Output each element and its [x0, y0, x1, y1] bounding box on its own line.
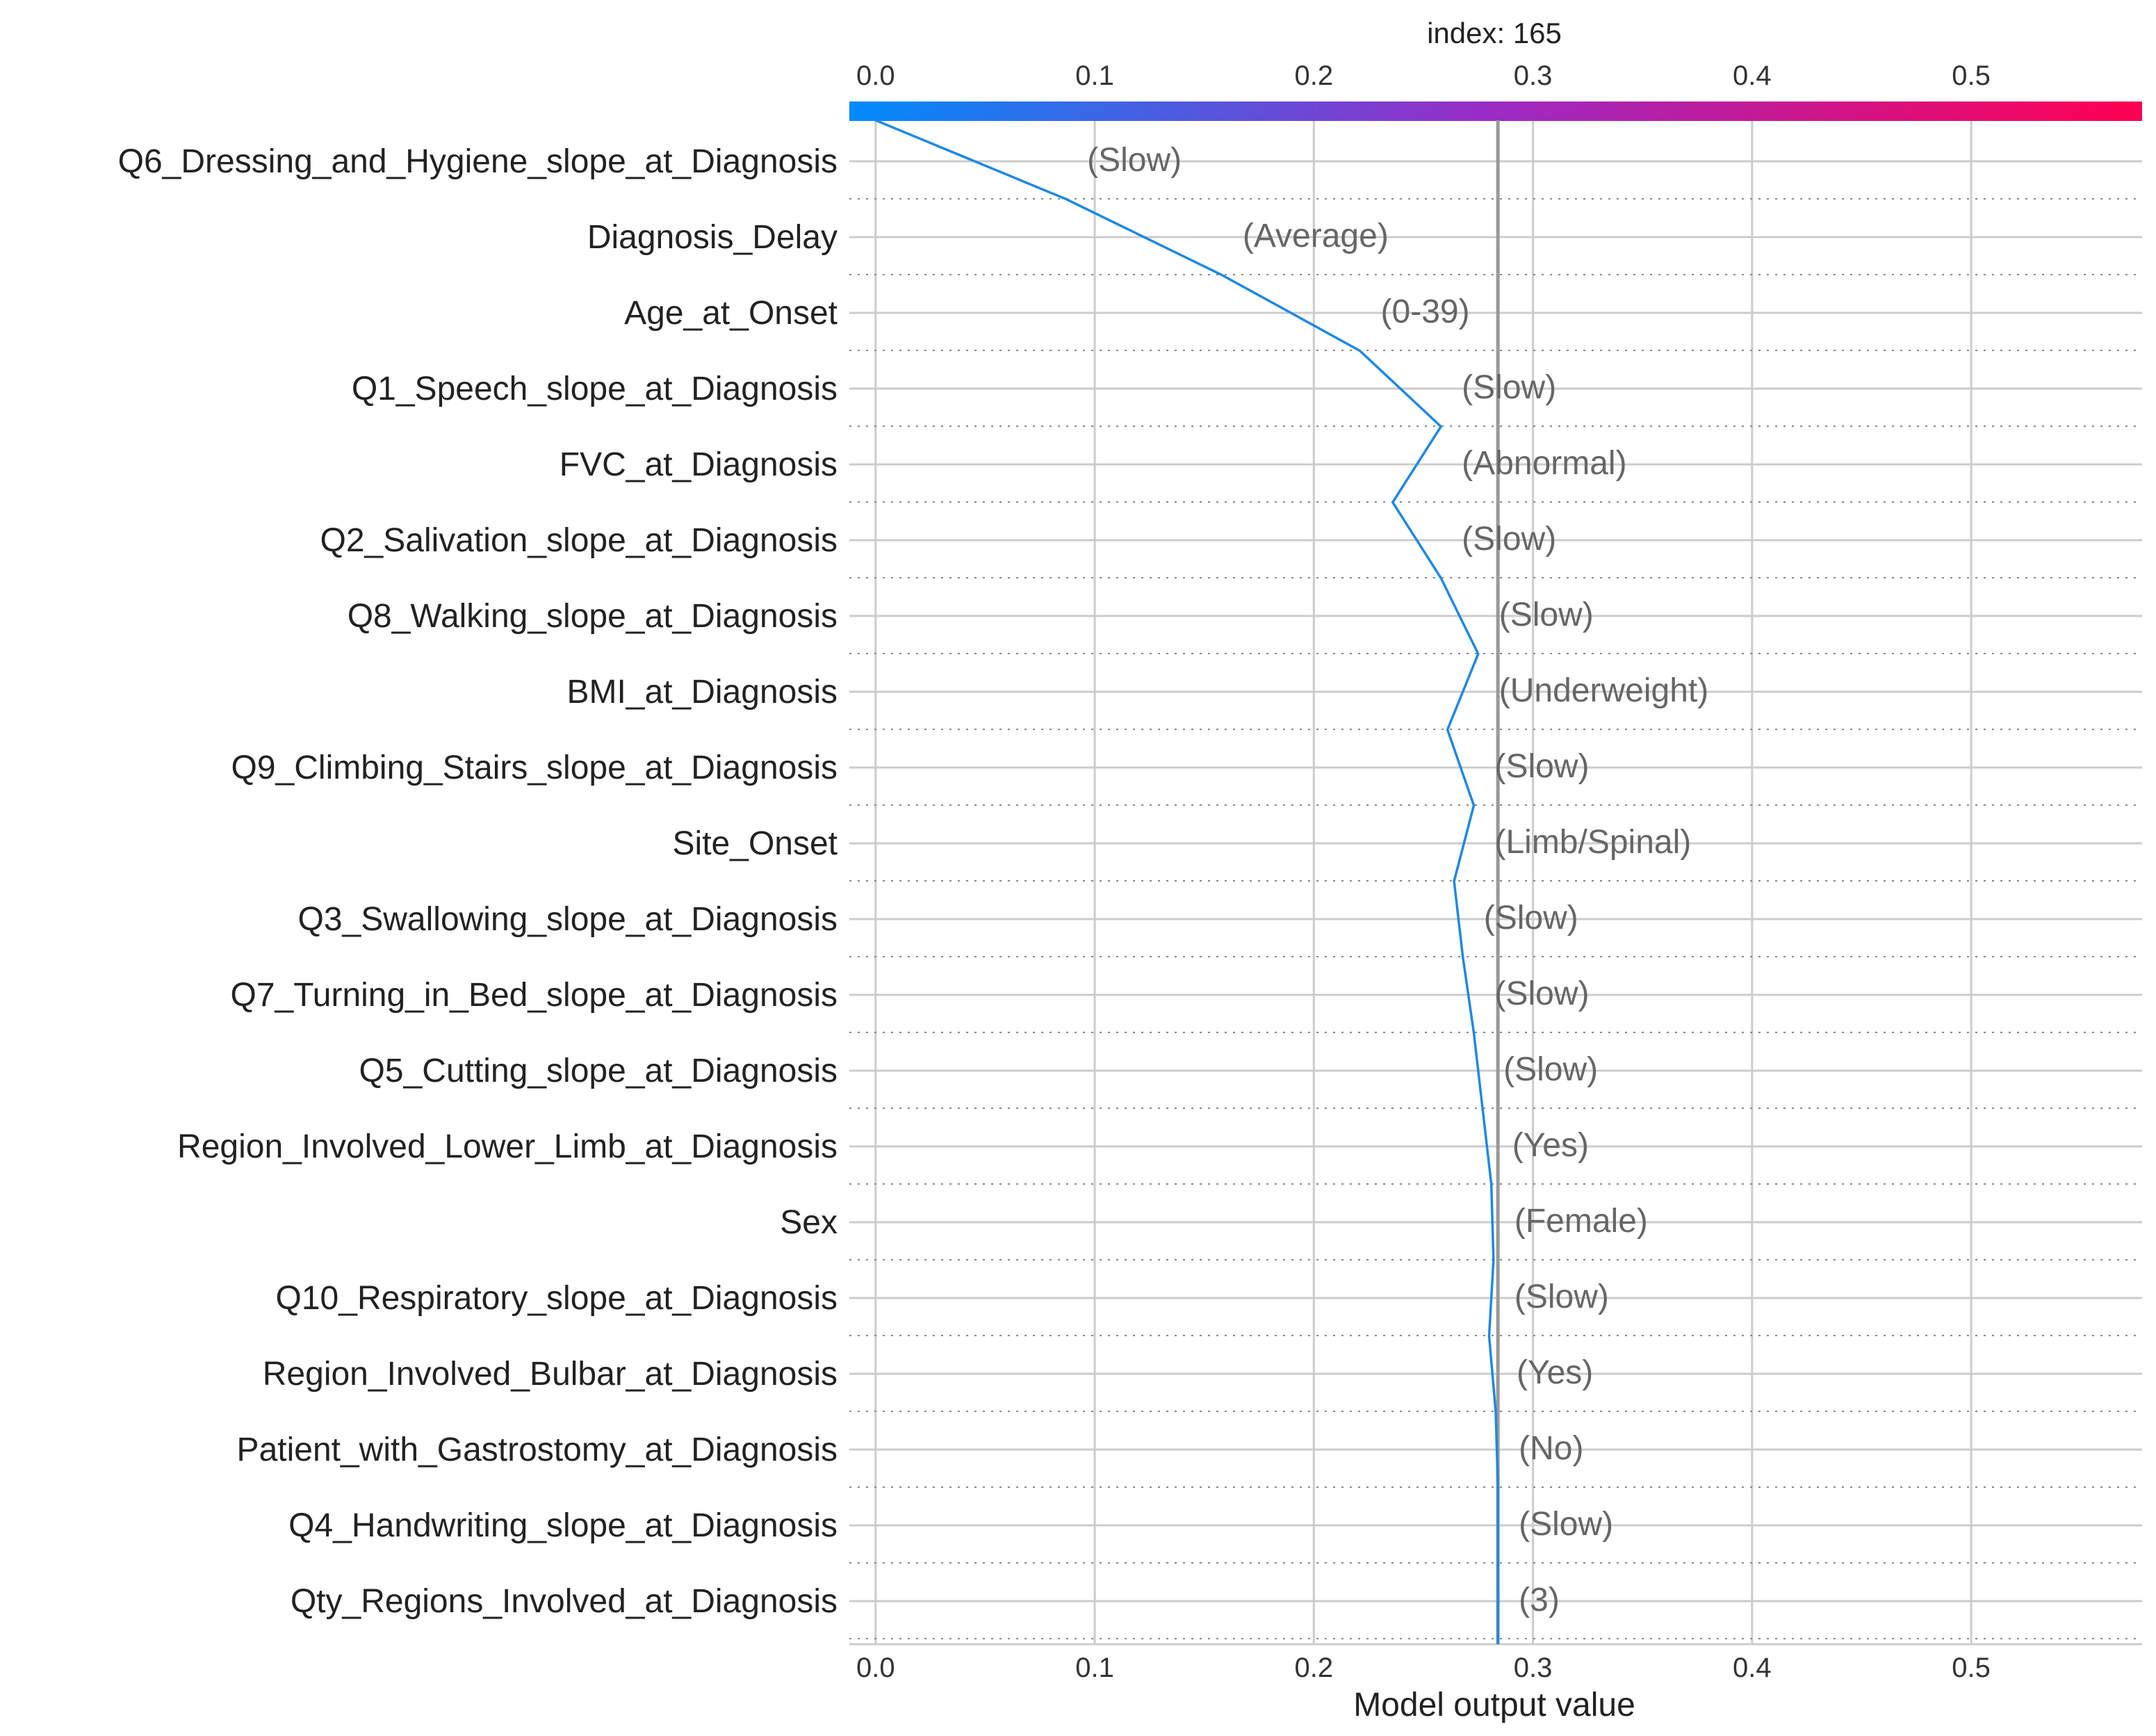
x-tick-label-bottom: 0.2	[1295, 1653, 1334, 1683]
feature-name: Q4_Handwriting_slope_at_Diagnosis	[288, 1507, 838, 1544]
feature-value-label: (Slow)	[1514, 1279, 1609, 1315]
feature-name: Qty_Regions_Involved_at_Diagnosis	[291, 1583, 838, 1620]
feature-value-label: (Female)	[1514, 1203, 1648, 1240]
feature-value-label: (Slow)	[1494, 748, 1589, 785]
feature-value-label: (Slow)	[1519, 1506, 1613, 1543]
feature-value-label: (Underweight)	[1499, 672, 1708, 709]
feature-value-label: (Average)	[1243, 218, 1389, 254]
feature-name: Q2_Salivation_slope_at_Diagnosis	[320, 522, 838, 559]
feature-value-label: (Yes)	[1512, 1127, 1589, 1164]
feature-value-label: (Slow)	[1462, 369, 1556, 406]
x-axis-label: Model output value	[1353, 1687, 1635, 1723]
feature-name: Diagnosis_Delay	[587, 219, 838, 256]
feature-value-label: (Slow)	[1494, 975, 1589, 1012]
x-tick-label-bottom: 0.5	[1952, 1653, 1991, 1683]
feature-value-label: (Slow)	[1462, 521, 1556, 558]
feature-value-label: (0-39)	[1381, 293, 1470, 330]
x-tick-label-bottom: 0.0	[856, 1653, 895, 1683]
feature-name: Q6_Dressing_and_Hygiene_slope_at_Diagnos…	[118, 143, 838, 180]
x-tick-label-bottom: 0.3	[1514, 1653, 1553, 1683]
x-tick-label-top: 0.2	[1295, 60, 1334, 91]
feature-name: Q5_Cutting_slope_at_Diagnosis	[359, 1053, 838, 1089]
feature-name: BMI_at_Diagnosis	[566, 674, 838, 711]
feature-name: Patient_with_Gastrostomy_at_Diagnosis	[237, 1431, 838, 1468]
feature-name: Q1_Speech_slope_at_Diagnosis	[352, 371, 838, 407]
feature-name: Age_at_Onset	[624, 295, 838, 332]
x-tick-label-bottom: 0.1	[1075, 1653, 1114, 1683]
feature-value-label: (Slow)	[1484, 900, 1578, 936]
feature-value-label: (Slow)	[1499, 597, 1594, 633]
decision-path-layer	[875, 119, 1499, 1644]
grid-layer	[849, 120, 2142, 1646]
feature-name: Q3_Swallowing_slope_at_Diagnosis	[298, 901, 838, 938]
x-tick-label-top: 0.5	[1952, 60, 1991, 91]
feature-value-label: (Slow)	[1503, 1051, 1598, 1088]
feature-name: Region_Involved_Lower_Limb_at_Diagnosis	[177, 1128, 838, 1165]
x-tick-label-top: 0.1	[1075, 60, 1114, 91]
feature-value-label: (Yes)	[1517, 1354, 1593, 1391]
feature-name: Site_Onset	[673, 825, 838, 862]
chart-title: index: 165	[1427, 17, 1562, 49]
x-tick-label-top: 0.3	[1514, 60, 1553, 91]
feature-value-label: (No)	[1519, 1430, 1583, 1467]
feature-name: Q7_Turning_in_Bed_slope_at_Diagnosis	[231, 977, 838, 1014]
feature-name: Q9_Climbing_Stairs_slope_at_Diagnosis	[231, 749, 838, 786]
feature-value-label: (3)	[1519, 1582, 1560, 1619]
feature-name: Q10_Respiratory_slope_at_Diagnosis	[276, 1280, 838, 1317]
colorbar-gradient	[849, 102, 2142, 121]
x-tick-label-top: 0.0	[856, 60, 895, 91]
label-layer: 0.0 0.0 0.1 0.1 0.2 0.2 0.3 0.3 0.4 0.4 0.5 0.5 Q6_D…	[118, 60, 1991, 1683]
feature-name: Q8_Walking_slope_at_Diagnosis	[348, 598, 838, 635]
x-tick-label-top: 0.4	[1733, 60, 1772, 91]
feature-value-label: (Slow)	[1087, 142, 1182, 179]
x-tick-label-bottom: 0.4	[1733, 1653, 1772, 1683]
feature-value-label: (Limb/Spinal)	[1494, 824, 1691, 861]
feature-name: Sex	[780, 1204, 838, 1241]
feature-name: Region_Involved_Bulbar_at_Diagnosis	[263, 1356, 838, 1393]
feature-name: FVC_at_Diagnosis	[560, 446, 838, 483]
decision-path	[875, 119, 1499, 1644]
colorbar	[849, 102, 2142, 121]
feature-value-label: (Abnormal)	[1462, 445, 1626, 482]
